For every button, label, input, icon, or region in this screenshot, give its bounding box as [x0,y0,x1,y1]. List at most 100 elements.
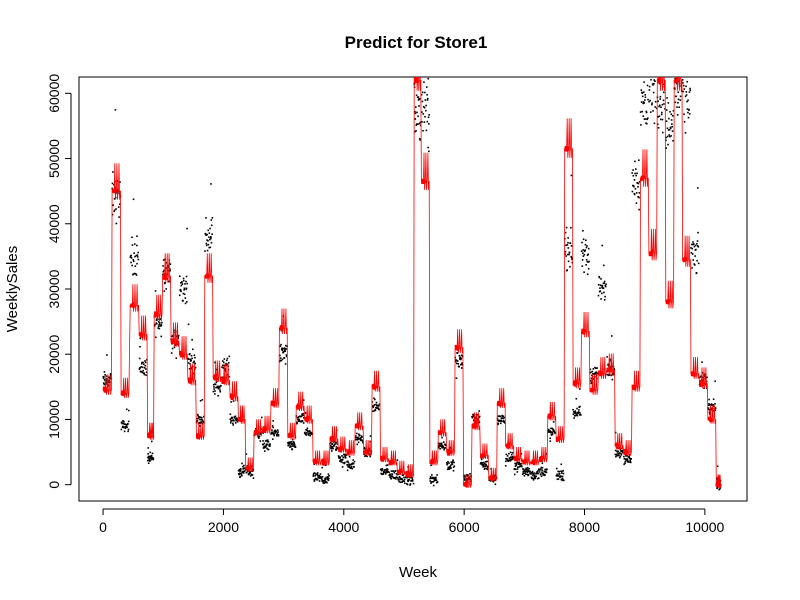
actual-point [474,416,476,419]
actual-point [576,414,579,417]
actual-point [708,398,710,401]
actual-point [438,445,441,448]
actual-point [697,231,699,234]
predicted-segment [287,432,293,438]
actual-point [150,458,153,461]
actual-point [409,484,411,486]
actual-point [127,430,129,433]
actual-point [578,414,581,416]
actual-point [210,183,212,185]
actual-point [118,203,121,206]
actual-point [244,468,247,471]
actual-point [494,479,496,482]
actual-point [187,362,190,364]
actual-point [642,102,644,105]
actual-point [668,134,670,136]
predicted-point [232,394,235,397]
actual-point [616,452,619,454]
actual-point [210,236,212,238]
actual-point [642,115,645,117]
actual-point [163,269,165,272]
predicted-point [198,434,201,438]
actual-point [215,381,218,384]
actual-point [271,424,274,427]
actual-point [460,367,463,369]
actual-point [360,435,363,437]
actual-point [620,453,623,456]
actual-segment [572,388,582,419]
predicted-point [692,372,696,375]
actual-point [587,247,590,250]
actual-point [403,478,406,481]
actual-point [262,432,264,434]
predicted-point [298,406,301,409]
actual-point [718,488,721,491]
actual-point [431,481,433,483]
actual-point [419,139,422,141]
predicted-segment [631,384,637,391]
predicted-segment [513,455,519,462]
actual-point [275,430,278,433]
actual-point [226,357,229,360]
actual-point [382,472,385,475]
actual-point [266,443,268,446]
actual-point [476,418,479,420]
actual-point [302,412,304,415]
actual-point [631,172,633,174]
actual-point [262,443,265,446]
predicted-point [315,460,318,464]
actual-point [279,345,282,348]
actual-point [224,364,226,367]
actual-point [411,477,414,480]
actual-point [431,474,433,476]
actual-point [318,477,320,479]
actual-point [583,250,586,253]
actual-point [585,264,588,266]
actual-point [187,323,190,326]
actual-point [480,461,483,464]
actual-point [232,422,234,425]
actual-point [610,374,612,377]
actual-point [569,242,572,244]
actual-point [531,470,534,473]
actual-point [384,469,387,471]
actual-point [236,418,239,421]
actual-point [440,445,442,447]
predicted-point [306,416,310,420]
actual-point [216,385,219,388]
actual-point [581,265,584,267]
actual-point [231,417,234,419]
actual-point [183,287,186,290]
predicted-point [583,329,587,332]
x-tick-label: 4000 [328,519,359,535]
predicted-segment [295,403,301,410]
actual-point [682,84,685,87]
actual-segment [580,229,590,276]
actual-point [389,473,391,476]
actual-point [145,374,148,376]
predicted-segment [346,449,352,456]
predicted-segment [229,393,235,401]
actual-point [246,471,248,474]
actual-point [618,456,621,459]
actual-point [171,347,174,350]
actual-point [528,467,530,470]
predicted-point [332,438,335,442]
actual-point [486,460,489,463]
actual-point [469,473,471,475]
actual-point [307,434,310,436]
actual-point [334,442,337,444]
actual-point [306,429,308,432]
actual-point [415,106,417,108]
actual-point [417,123,419,126]
actual-point [466,479,469,481]
actual-point [600,284,603,287]
actual-point [418,137,421,140]
predicted-segment [606,367,612,373]
actual-point [185,287,188,290]
actual-point [690,247,692,249]
actual-point [709,403,711,406]
actual-segment [337,450,347,468]
actual-point [596,367,599,369]
actual-point [302,414,304,417]
